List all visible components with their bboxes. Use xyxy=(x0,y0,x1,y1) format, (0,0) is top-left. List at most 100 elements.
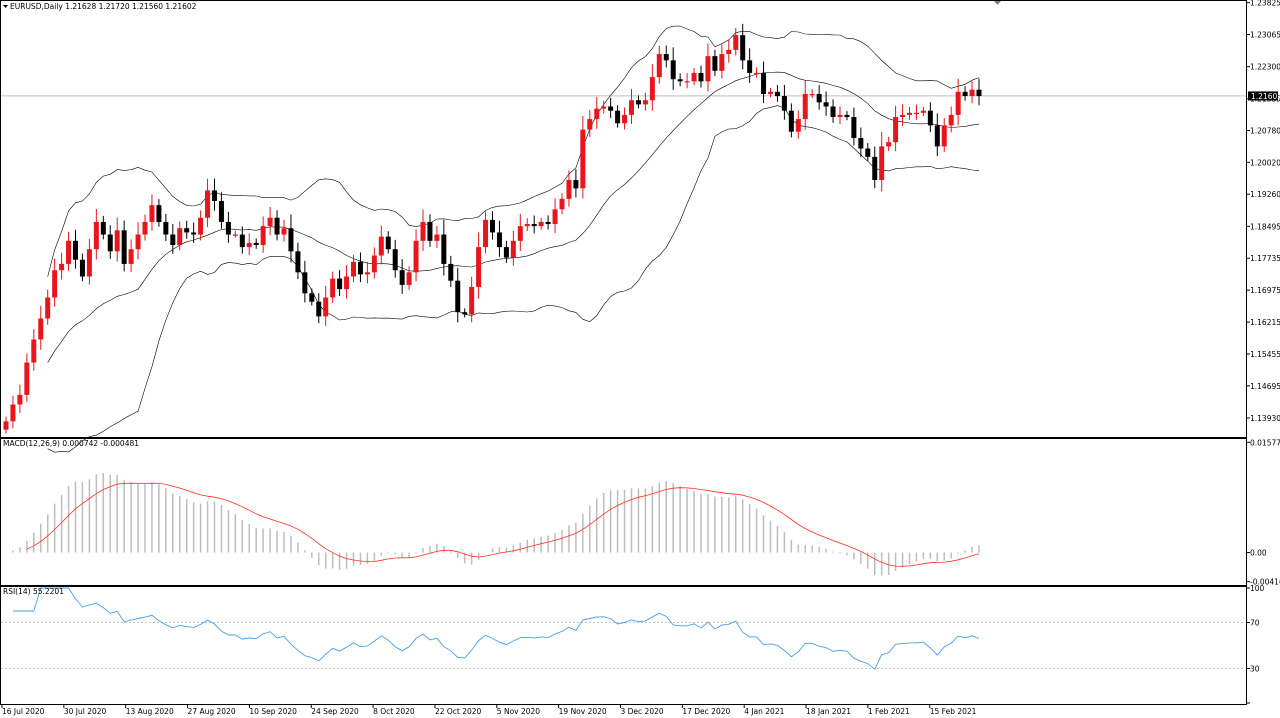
time-tick-label: 4 Jan 2021 xyxy=(744,707,784,716)
candle-body xyxy=(198,217,204,235)
candle-body xyxy=(962,91,968,97)
candle-body xyxy=(469,286,475,315)
candle-body xyxy=(844,114,850,118)
candle-body xyxy=(462,312,468,315)
rsi-header: RSI(14) 55.2201 xyxy=(3,587,64,596)
candle-body xyxy=(698,72,704,82)
rsi-series xyxy=(12,587,980,670)
chart-shift-marker-icon[interactable] xyxy=(994,1,1001,5)
time-tick-label: 18 Jan 2021 xyxy=(806,707,851,716)
price-tick-label: 1.20780 xyxy=(1250,126,1280,135)
current-price-tag xyxy=(1248,91,1278,101)
candle-body xyxy=(948,114,954,126)
candle-body xyxy=(45,297,51,319)
candle-body xyxy=(205,190,211,218)
candle-body xyxy=(441,234,447,264)
candle-body xyxy=(337,278,343,290)
candle-body xyxy=(344,276,350,290)
rsi-tick-label: 70 xyxy=(1250,619,1260,628)
price-tick-label: 1.19260 xyxy=(1250,190,1280,199)
candle-body xyxy=(121,230,127,264)
dropdown-triangle-icon[interactable] xyxy=(3,5,8,8)
candle-body xyxy=(656,54,662,78)
candle-body xyxy=(281,228,287,235)
candle-body xyxy=(434,234,440,241)
time-tick-label: 13 Aug 2020 xyxy=(126,707,174,716)
candle-body xyxy=(385,236,391,250)
time-axis: 16 Jul 2020 30 Jul 2020 13 Aug 2020 27 Aug … xyxy=(1,704,977,716)
candle-body xyxy=(490,219,495,233)
candle-body xyxy=(816,93,822,103)
candle-body xyxy=(684,81,690,83)
price-header: EURUSD,Daily 1.21628 1.21720 1.21560 1.2… xyxy=(10,2,197,11)
candle-body xyxy=(865,148,871,157)
bollinger-lower xyxy=(47,105,980,453)
candle-body xyxy=(809,93,815,96)
candle-body xyxy=(677,79,683,82)
candle-body xyxy=(941,125,947,147)
time-tick-label: 10 Sep 2020 xyxy=(249,707,297,716)
candle-body xyxy=(288,228,294,252)
rsi-tick-label: 100 xyxy=(1250,584,1265,593)
candle-body xyxy=(907,112,912,115)
candle-body xyxy=(615,110,621,124)
price-tick-label: 1.17735 xyxy=(1250,254,1280,263)
candle-body xyxy=(670,60,676,80)
candle-body xyxy=(969,89,975,97)
price-panel[interactable] xyxy=(0,0,1247,438)
candle-body xyxy=(114,230,120,252)
price-tick-label: 1.13930 xyxy=(1250,414,1280,423)
candle-body xyxy=(601,106,607,109)
candle-body xyxy=(858,137,864,149)
candle-body xyxy=(448,263,454,281)
candle-body xyxy=(774,91,780,97)
time-tick-label: 16 Jul 2020 xyxy=(2,707,45,716)
candle-body xyxy=(38,318,44,340)
candle-body xyxy=(295,251,301,273)
macd-signal-line xyxy=(26,482,980,567)
rsi-panel[interactable] xyxy=(0,586,1247,705)
candle-body xyxy=(691,72,697,82)
candle-body xyxy=(580,129,586,189)
candle-body xyxy=(538,221,544,227)
candle-body xyxy=(24,362,30,395)
candle-body xyxy=(316,301,322,317)
price-tick-label: 1.18495 xyxy=(1250,222,1280,231)
candle-body xyxy=(517,226,523,241)
candle-body xyxy=(476,247,482,287)
candle-body xyxy=(413,240,419,273)
candle-body xyxy=(913,112,919,115)
candle-body xyxy=(726,49,732,55)
candle-body xyxy=(934,125,940,147)
time-tick-label: 3 Dec 2020 xyxy=(621,707,664,716)
rsi-tick-label: 30 xyxy=(1250,665,1260,674)
candle-body xyxy=(483,219,489,248)
macd-tick-label: 0.015771 xyxy=(1250,438,1280,447)
candle-body xyxy=(323,297,329,317)
macd-tick-label: -0.004168 xyxy=(1250,578,1280,587)
candle-body xyxy=(239,234,245,248)
price-tick-label: 1.22300 xyxy=(1250,63,1280,72)
candle-body xyxy=(893,117,899,143)
time-tick-label: 5 Nov 2020 xyxy=(497,707,540,716)
candle-body xyxy=(754,72,760,75)
candle-body xyxy=(851,117,857,138)
candle-body xyxy=(872,156,878,180)
candle-body xyxy=(823,102,829,107)
price-tick-label: 1.20020 xyxy=(1250,158,1280,167)
candle-body xyxy=(663,54,669,61)
candle-body xyxy=(191,232,197,235)
candle-body xyxy=(86,249,92,277)
candle-body xyxy=(260,226,266,246)
candle-body xyxy=(927,110,933,126)
current-price-label: 1.21602 xyxy=(1251,92,1280,101)
candle-body xyxy=(733,35,739,50)
time-tick-label: 30 Jul 2020 xyxy=(64,707,107,716)
symbol-dropdown[interactable]: EURUSD,Daily 1.21628 1.21720 1.21560 1.2… xyxy=(3,2,197,11)
candle-body xyxy=(573,179,579,189)
candle-body xyxy=(10,404,16,422)
candle-body xyxy=(17,394,23,405)
candle-body xyxy=(59,263,65,271)
candle-body xyxy=(149,205,155,222)
